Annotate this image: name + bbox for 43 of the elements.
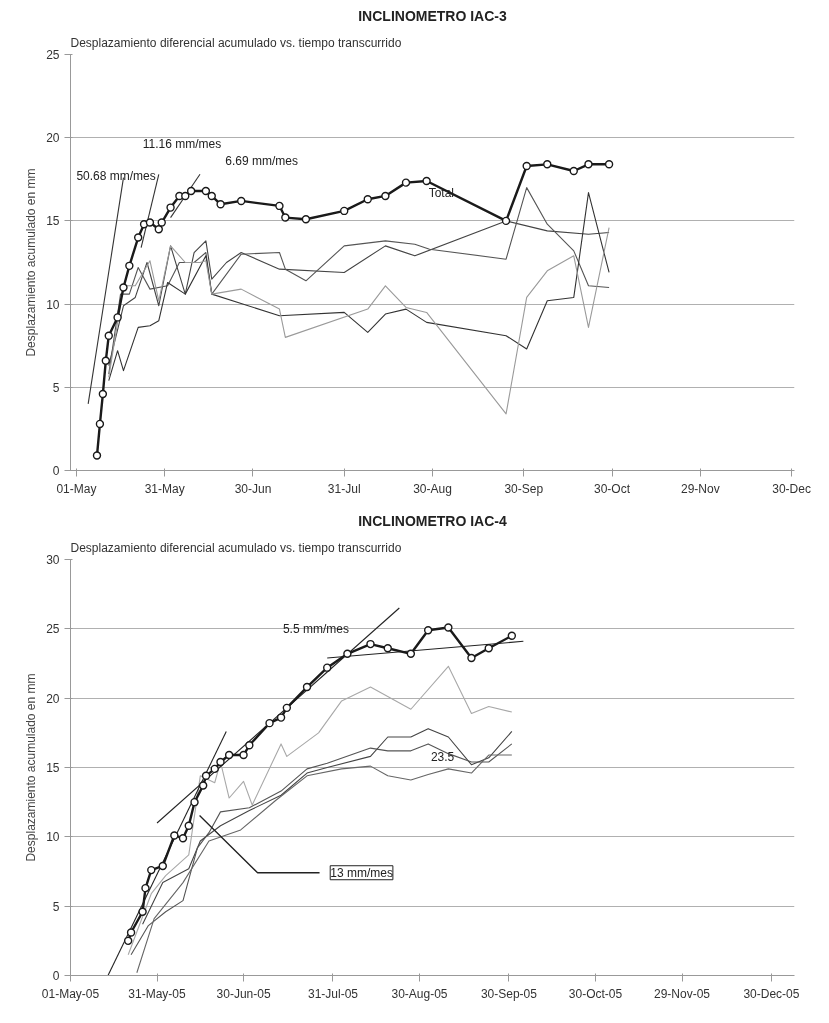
- x-tick-label: 30-Aug: [413, 481, 452, 496]
- chart-subtitle: Desplazamiento diferencial acumulado vs. tiempo transcurrido: [70, 540, 402, 555]
- x-tick-label: 01-May: [56, 481, 97, 496]
- annotation: 23.5: [430, 749, 455, 764]
- annotation: 6.69 mm/mes: [225, 154, 298, 168]
- x-tick-label: 30-Sep-05: [480, 986, 538, 1001]
- y-tick-label: 25: [46, 48, 60, 62]
- y-tick-label: 5: [52, 899, 60, 914]
- y-tick-label: 10: [46, 297, 60, 312]
- x-tick-label: 30-Oct: [594, 481, 631, 496]
- y-axis-title: Desplazamiento acumulado en mm: [24, 673, 39, 862]
- y-tick-label: 10: [46, 830, 60, 845]
- y-tick-label: 0: [52, 464, 60, 478]
- y-tick-label: 5: [52, 380, 60, 395]
- annotation: 11.16 mm/mes: [142, 137, 222, 152]
- y-tick-label: 15: [46, 214, 60, 229]
- x-tick-label: 31-May: [144, 481, 185, 496]
- x-tick-label: 29-Nov: [680, 481, 720, 496]
- x-tick-label: 30-Dec: [772, 481, 811, 496]
- annotation: 50.68 mm/mes: [76, 168, 156, 183]
- x-tick-label: 30-Dec-05: [743, 986, 800, 1001]
- x-tick-label: 31-Jul-05: [307, 986, 359, 1001]
- x-tick-label: 30-Aug-05: [391, 986, 448, 1001]
- y-tick-label: 0: [52, 969, 60, 983]
- y-axis-title: Desplazamiento acumulado en mm: [24, 168, 39, 357]
- y-tick-label: 20: [46, 691, 60, 706]
- chart-subtitle: Desplazamiento diferencial acumulado vs. tiempo transcurrido: [70, 35, 402, 50]
- x-tick-label: 31-May-05: [128, 986, 187, 1001]
- annotation: Total: [428, 185, 455, 200]
- x-tick-label: 30-Oct-05: [568, 986, 623, 1001]
- x-tick-label: 30-Jun-05: [216, 986, 271, 1001]
- chart-title: INCLINOMETRO IAC-4: [358, 512, 507, 529]
- y-tick-label: 20: [46, 131, 60, 146]
- x-tick-label: 31-Jul: [327, 481, 361, 496]
- x-tick-label: 01-May-05: [41, 986, 100, 1001]
- x-tick-label: 30-Sep: [504, 481, 544, 496]
- y-tick-label: 25: [46, 622, 60, 637]
- chart-title: INCLINOMETRO IAC-3: [358, 7, 507, 24]
- annotation: 5.5 mm/mes: [282, 621, 349, 636]
- y-tick-label: 30: [46, 553, 60, 567]
- y-tick-label: 15: [46, 761, 60, 775]
- x-tick-label: 29-Nov-05: [653, 986, 711, 1001]
- x-tick-label: 30-Jun: [234, 481, 272, 496]
